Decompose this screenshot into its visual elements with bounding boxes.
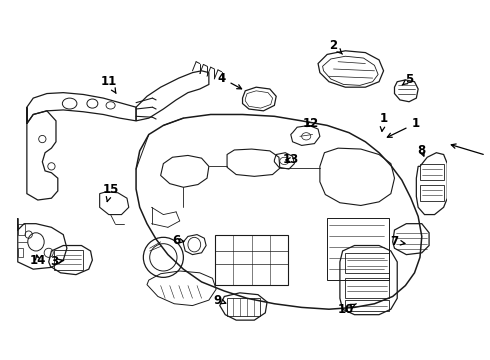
Text: 9: 9 (214, 294, 226, 307)
Bar (345, 278, 389, 298)
Bar (227, 298, 260, 316)
Bar (215, 235, 288, 285)
Text: 13: 13 (283, 153, 299, 166)
Text: 2: 2 (329, 39, 343, 54)
Bar (345, 253, 389, 273)
Bar (420, 164, 443, 180)
Text: 12: 12 (303, 117, 319, 130)
Bar (327, 218, 389, 280)
Text: 15: 15 (102, 183, 119, 202)
Text: 3: 3 (50, 255, 64, 269)
Text: 1: 1 (451, 144, 490, 164)
Bar (54, 250, 83, 270)
Text: 1: 1 (387, 117, 419, 137)
Text: 7: 7 (391, 235, 405, 248)
Bar (345, 300, 389, 311)
Text: 8: 8 (417, 144, 426, 157)
Bar (18, 248, 23, 257)
Text: 6: 6 (172, 234, 184, 247)
Text: 14: 14 (29, 253, 46, 266)
Text: 11: 11 (100, 75, 117, 94)
Text: 5: 5 (402, 73, 413, 86)
Bar (18, 224, 25, 235)
Text: 10: 10 (337, 303, 356, 316)
Text: 1: 1 (380, 112, 388, 131)
Bar (420, 185, 443, 201)
Text: 4: 4 (218, 72, 242, 89)
